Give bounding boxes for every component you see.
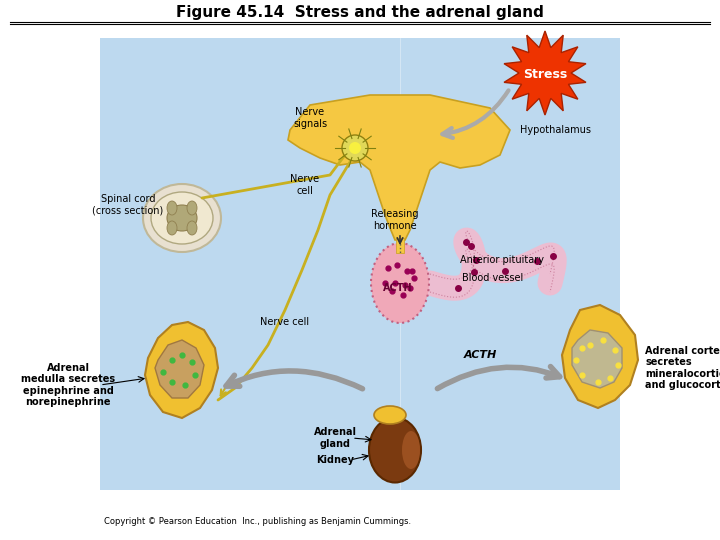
Ellipse shape (143, 184, 221, 252)
Polygon shape (145, 322, 218, 418)
Text: Adrenal
gland: Adrenal gland (313, 427, 356, 449)
Text: Releasing
hormone: Releasing hormone (372, 209, 419, 231)
Ellipse shape (371, 243, 429, 323)
Text: Hypothalamus: Hypothalamus (520, 125, 591, 135)
Ellipse shape (187, 221, 197, 235)
Text: ACTH: ACTH (383, 283, 413, 293)
Text: Blood vessel: Blood vessel (462, 273, 523, 283)
Text: Nerve
signals: Nerve signals (293, 107, 327, 129)
FancyArrowPatch shape (442, 90, 508, 138)
Text: Anterior pituitary: Anterior pituitary (460, 255, 544, 265)
Text: Kidney: Kidney (316, 455, 354, 465)
Polygon shape (155, 340, 204, 398)
Ellipse shape (167, 201, 177, 215)
Bar (396, 238, 404, 253)
Text: Stress: Stress (523, 68, 567, 80)
Ellipse shape (167, 205, 197, 231)
Ellipse shape (151, 192, 213, 244)
Polygon shape (504, 31, 586, 115)
Text: Nerve
cell: Nerve cell (290, 174, 320, 196)
Text: ACTH: ACTH (464, 350, 497, 360)
Text: Adrenal
medulla secretes
epinephrine and
norepinephrine: Adrenal medulla secretes epinephrine and… (21, 362, 115, 407)
Text: Nerve cell: Nerve cell (261, 317, 310, 327)
Ellipse shape (187, 201, 197, 215)
Text: Figure 45.14  Stress and the adrenal gland: Figure 45.14 Stress and the adrenal glan… (176, 5, 544, 21)
Ellipse shape (167, 221, 177, 235)
Polygon shape (562, 305, 638, 408)
Ellipse shape (374, 406, 406, 424)
Text: Adrenal cortex
secretes
mineralocorticoids
and glucocorticoids: Adrenal cortex secretes mineralocorticoi… (645, 346, 720, 390)
Polygon shape (288, 95, 510, 240)
Ellipse shape (369, 417, 421, 483)
Circle shape (342, 135, 368, 161)
Circle shape (349, 142, 361, 154)
FancyArrowPatch shape (226, 371, 362, 389)
Text: Copyright © Pearson Education  Inc., publishing as Benjamin Cummings.: Copyright © Pearson Education Inc., publ… (104, 517, 411, 526)
Polygon shape (572, 330, 622, 388)
Text: Spinal cord
(cross section): Spinal cord (cross section) (92, 194, 163, 216)
Ellipse shape (402, 431, 420, 469)
Bar (100, 38, 620, 490)
FancyArrowPatch shape (437, 367, 559, 389)
